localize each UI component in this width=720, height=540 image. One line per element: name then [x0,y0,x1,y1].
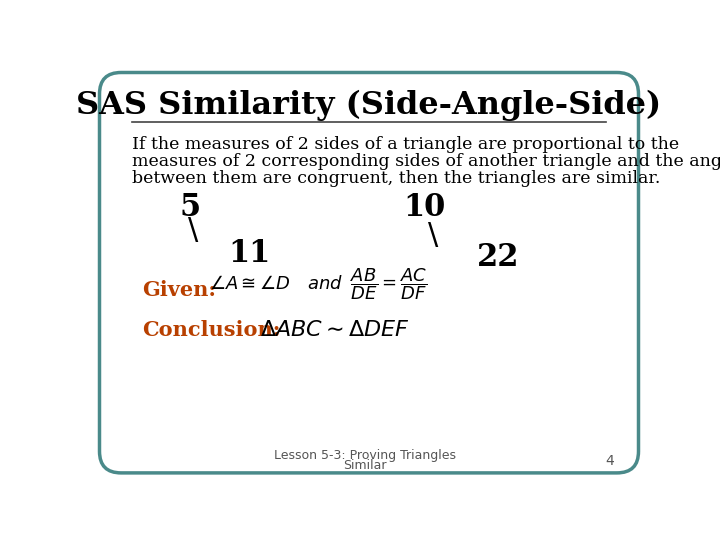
Text: $\dfrac{AB}{DE} = \dfrac{AC}{DF}$: $\dfrac{AB}{DE} = \dfrac{AC}{DF}$ [350,266,427,302]
Text: Lesson 5-3: Proving Triangles: Lesson 5-3: Proving Triangles [274,449,456,462]
Text: 10: 10 [403,192,446,222]
Text: $\backslash$: $\backslash$ [187,215,199,246]
FancyBboxPatch shape [99,72,639,473]
Text: Similar: Similar [343,458,387,472]
Text: measures of 2 corresponding sides of another triangle and the angles: measures of 2 corresponding sides of ano… [132,153,720,170]
Text: $\mathit{and}$: $\mathit{and}$ [307,275,343,293]
Text: 5: 5 [180,192,201,222]
Text: Given:: Given: [142,280,216,300]
Text: 22: 22 [477,242,520,273]
Text: If the measures of 2 sides of a triangle are proportional to the: If the measures of 2 sides of a triangle… [132,136,679,153]
Text: $\backslash$: $\backslash$ [427,220,439,251]
Text: 11: 11 [228,238,271,269]
Text: between them are congruent, then the triangles are similar.: between them are congruent, then the tri… [132,170,660,186]
Text: $\Delta ABC \sim \Delta DEF$: $\Delta ABC \sim \Delta DEF$ [260,320,410,341]
Text: 4: 4 [605,454,613,468]
Text: $\angle A \cong \angle D$: $\angle A \cong \angle D$ [209,275,291,293]
Text: SAS Similarity (Side-Angle-Side): SAS Similarity (Side-Angle-Side) [76,90,662,121]
Text: Conclusion:: Conclusion: [142,320,280,340]
